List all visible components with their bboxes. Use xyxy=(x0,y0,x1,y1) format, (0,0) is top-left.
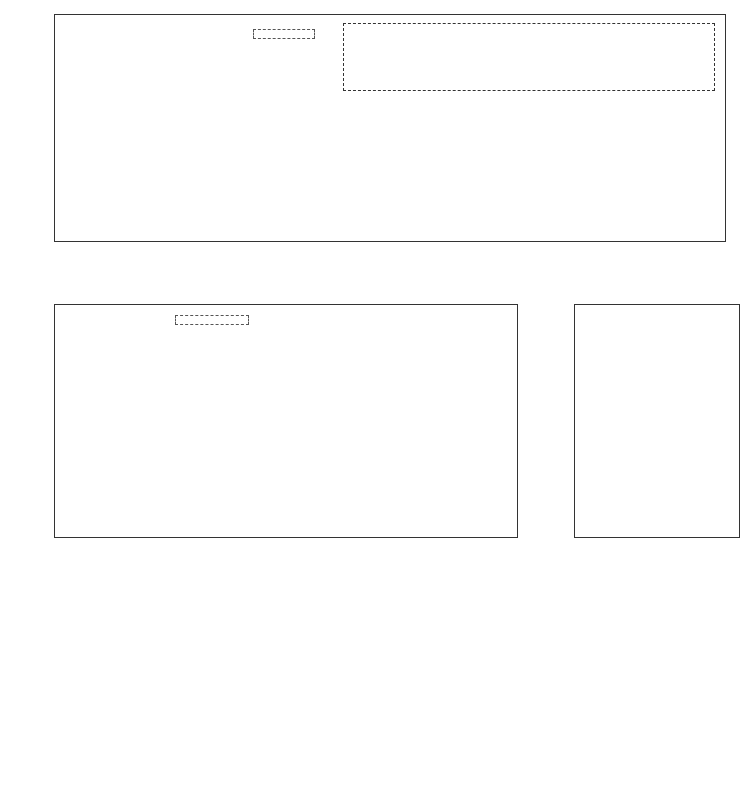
panel-b-plot xyxy=(54,304,518,538)
panel-a-refphase-table xyxy=(343,23,715,91)
panel-d xyxy=(0,586,747,799)
panel-b-structure-inset xyxy=(277,311,467,451)
figure xyxy=(0,0,747,799)
panel-c-plot xyxy=(574,304,740,538)
panel-a-legend xyxy=(253,29,315,39)
panel-c-svg xyxy=(575,305,741,539)
panel-b xyxy=(0,290,536,578)
panel-b-legend xyxy=(175,315,249,325)
panel-a xyxy=(0,0,747,282)
panel-c xyxy=(540,290,747,578)
panel-a-plot xyxy=(54,14,726,242)
